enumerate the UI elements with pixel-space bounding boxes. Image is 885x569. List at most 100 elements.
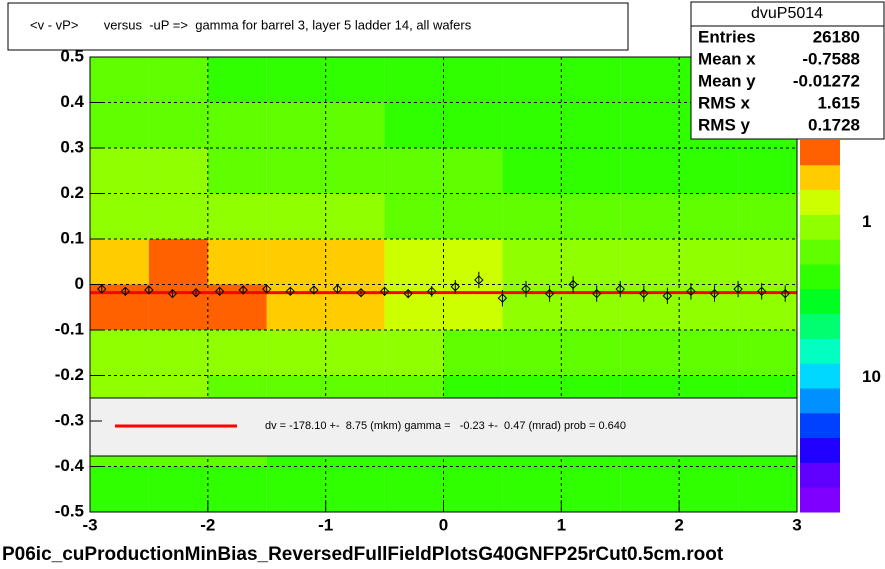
profile-point [474, 275, 484, 285]
heat-cell [266, 148, 326, 194]
heat-cell [90, 148, 149, 194]
y-tick-label: -0.4 [55, 456, 85, 475]
profile-point [450, 282, 460, 292]
profile-point [191, 287, 201, 298]
palette-swatch [800, 363, 840, 389]
heat-cell [266, 466, 326, 512]
heat-cell [148, 102, 208, 148]
palette-swatch [800, 189, 840, 215]
palette-swatch [800, 313, 840, 339]
heat-cell [384, 466, 444, 512]
heat-cell [148, 148, 208, 194]
y-tick-label: 0.2 [60, 183, 84, 202]
stats-label: Mean x [698, 49, 756, 68]
profile-point [709, 288, 720, 299]
y-tick-label: -0.1 [55, 319, 84, 338]
x-tick-label: 1 [557, 515, 566, 534]
heat-cell [679, 193, 739, 239]
profile-point [120, 286, 131, 297]
heat-cell [443, 193, 503, 239]
heat-cell [620, 239, 680, 285]
heat-cell [148, 239, 208, 285]
x-tick-label: 0 [439, 515, 448, 534]
heat-cell [443, 330, 503, 376]
heat-cell [443, 466, 503, 512]
heat-cell [679, 148, 739, 194]
profile-point [144, 285, 154, 295]
palette-swatch [800, 388, 840, 414]
heat-cell [384, 330, 444, 376]
heat-cell [266, 330, 326, 376]
heat-cell [679, 239, 739, 285]
profile-point [639, 288, 649, 299]
heat-cell [384, 102, 444, 148]
profile-point [615, 284, 625, 294]
y-tick-label: 0.4 [60, 92, 84, 111]
heat-cell [90, 102, 149, 148]
heat-cell [384, 239, 444, 285]
profile-point [780, 288, 790, 299]
heat-cell [325, 57, 385, 103]
y-tick-label: 0.1 [60, 228, 84, 247]
x-tick-label: 2 [674, 515, 683, 534]
stats-value: -0.7588 [802, 49, 860, 68]
z-tick-label: 1 [862, 212, 871, 231]
heat-cell [561, 102, 621, 148]
profile-point [97, 284, 107, 294]
palette-swatch [800, 264, 840, 290]
heat-cell [325, 466, 385, 512]
heat-cell [207, 57, 267, 103]
heat-cell [502, 57, 562, 103]
heat-cell [325, 102, 385, 148]
stats-value: -0.01272 [793, 71, 860, 90]
profile-point [285, 286, 296, 297]
profile-point [686, 286, 696, 297]
palette-swatch [800, 288, 840, 315]
heat-cell [90, 57, 149, 103]
y-tick-label: 0.3 [60, 137, 84, 156]
profile-point [403, 288, 413, 299]
palette-swatch [800, 164, 840, 191]
heat-cell [620, 57, 680, 103]
title-box [7, 2, 629, 51]
heat-cell [561, 239, 621, 285]
stats-title: dvuP5014 [751, 5, 823, 22]
heat-cell [443, 239, 503, 285]
heat-cell [738, 148, 797, 194]
stats-label: RMS y [698, 115, 751, 134]
profile-point [568, 279, 578, 290]
heat-cell [207, 239, 267, 285]
heat-cell [738, 466, 797, 512]
profile-point [662, 291, 673, 301]
heat-cell [325, 330, 385, 376]
stats-value: 0.1728 [808, 115, 860, 134]
heat-cell [90, 239, 149, 285]
profile-point [332, 284, 343, 294]
profile-point [262, 284, 272, 294]
y-tick-label: -0.3 [55, 410, 84, 429]
heat-cell [443, 148, 503, 194]
heat-cell [443, 57, 503, 103]
heat-cell [620, 330, 680, 376]
stats-label: Entries [698, 27, 756, 46]
heat-cell [90, 330, 149, 376]
heat-cell [561, 148, 621, 194]
y-tick-label: 0.5 [60, 46, 84, 65]
heat-cell [266, 102, 326, 148]
stats-value: 26180 [813, 27, 860, 46]
heat-cell [384, 57, 444, 103]
z-tick-label: 10 [862, 367, 881, 386]
profile-point [544, 288, 555, 299]
profile-point [238, 285, 248, 295]
profile-point [214, 286, 225, 297]
palette-swatch [800, 214, 840, 240]
heat-cell [90, 193, 149, 239]
heat-cell [561, 193, 621, 239]
profile-point [356, 287, 366, 298]
palette-swatch [800, 239, 840, 265]
heat-cell [443, 102, 503, 148]
x-tick-label: -1 [318, 515, 333, 534]
x-tick-label: 3 [792, 515, 801, 534]
heat-cell [679, 466, 739, 512]
